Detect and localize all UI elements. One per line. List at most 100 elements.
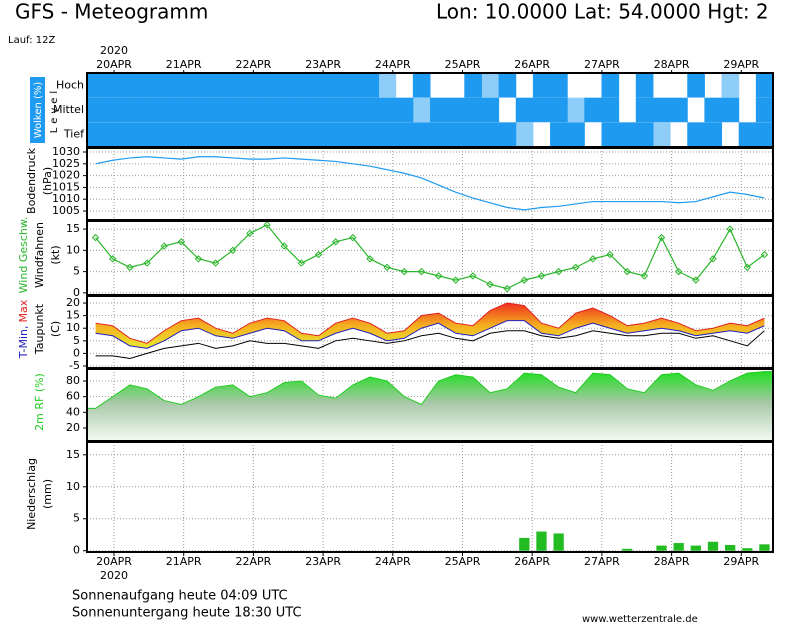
cloud-cell: [738, 122, 757, 147]
y-axis-label-part: Niederschlag: [25, 458, 38, 530]
y-axis-label-part: Windfahnen: [33, 222, 46, 288]
cloud-cell: [533, 122, 551, 147]
cloud-cell: [378, 122, 397, 147]
cloud-cell: [104, 122, 122, 147]
marker: [589, 255, 597, 263]
line: [95, 224, 765, 290]
cloud-cell: [687, 73, 705, 98]
cloud-cell: [652, 97, 671, 123]
marker: [469, 272, 477, 280]
cloud-cell: [327, 97, 345, 123]
y-axis-label-part: Taupunkt: [33, 303, 46, 355]
cloud-cell: [121, 122, 139, 147]
x-label-top: 25APR: [445, 58, 481, 71]
y-axis-label: Taupunkt: [33, 303, 46, 355]
x-label-top: 28APR: [654, 58, 690, 71]
cloud-cell: [309, 122, 328, 147]
cloud-cell: [104, 73, 122, 98]
marker: [692, 276, 700, 284]
cloud-cell: [224, 97, 242, 123]
cloud-cell: [704, 97, 723, 123]
bar: [742, 548, 753, 551]
cloud-cell: [532, 73, 551, 98]
cloud-cell: [635, 122, 654, 147]
cloud-cell: [361, 122, 380, 147]
sunset: Sonnenuntergang heute 18:30 UTC: [72, 606, 302, 621]
cloud-cell: [516, 73, 534, 98]
y-axis-label: Wind Geschw.: [17, 217, 30, 294]
y-tick-label: 1025: [52, 157, 80, 170]
cloud-cell: [275, 122, 294, 147]
y-tick-label: 15: [66, 222, 80, 235]
cloud-cell: [619, 73, 637, 98]
bar: [536, 531, 547, 551]
x-label-bottom: 20APR: [96, 555, 132, 568]
cloud-cell: [87, 97, 105, 123]
cloud-cell: [721, 97, 740, 123]
x-label-bottom: 22APR: [235, 555, 271, 568]
year-top: 2020: [100, 44, 128, 57]
cloud-cell: [498, 73, 517, 98]
y-tick-label: 10: [66, 480, 80, 493]
cloud-cell: [395, 97, 414, 123]
x-label-bottom: 29APR: [723, 555, 759, 568]
y-tick-label: -5: [69, 359, 80, 372]
cloud-cell: [138, 122, 157, 147]
cloud-cell: [395, 122, 414, 147]
cloud-cell: [635, 97, 654, 123]
cloud-cell: [121, 73, 139, 98]
bar: [553, 533, 564, 551]
y-tick-label: 1020: [52, 169, 80, 182]
cloud-cell: [670, 122, 688, 147]
label-box: [30, 77, 45, 143]
cloud-cell: [430, 73, 448, 98]
line: [95, 320, 765, 349]
marker: [109, 255, 117, 263]
cloud-cell: [739, 73, 757, 98]
cloud-cell: [550, 122, 568, 147]
marker: [331, 238, 340, 246]
cloud-cell: [412, 97, 431, 123]
y-axis-label-part: (hPa): [41, 167, 54, 195]
cloud-cell: [670, 73, 688, 98]
x-label-bottom: 26APR: [514, 555, 550, 568]
cloud-cell: [670, 97, 688, 123]
y-tick-label: 5: [73, 334, 80, 347]
cloud-cell: [464, 97, 482, 123]
cloud-cell: [704, 122, 723, 147]
cloud-cell: [601, 97, 620, 123]
cloud-cell: [515, 122, 534, 147]
cloud-cell: [739, 98, 757, 123]
cloud-cell: [344, 97, 362, 123]
cloud-cell: [447, 73, 465, 98]
y-axis-label-part: Bodendruck: [25, 147, 38, 214]
cloud-cell: [172, 122, 191, 147]
cloud-cell: [722, 122, 740, 147]
level-name: Tief: [63, 128, 85, 141]
y-axis-label-part: Wind Geschw.: [17, 217, 30, 294]
y-tick-label: 80: [66, 374, 80, 387]
cloud-cell: [207, 73, 225, 98]
level-label: Level: [49, 87, 60, 133]
cloud-cell: [241, 122, 259, 147]
marker: [554, 267, 563, 276]
y-tick-label: 40: [66, 405, 80, 418]
cloud-cell: [292, 73, 311, 98]
x-label-top: 26APR: [514, 58, 550, 71]
bar: [656, 545, 667, 551]
y-tick-label: 5: [73, 512, 80, 525]
cloud-cell: [584, 97, 602, 123]
y-tick-label: 1015: [52, 180, 80, 193]
marker: [520, 276, 529, 284]
y-tick-label: 20: [66, 296, 80, 309]
run: Lauf: 12Z: [8, 35, 55, 46]
cloud-cell: [481, 73, 500, 98]
cloud-cell: [258, 73, 277, 98]
cloud-cell: [635, 73, 654, 98]
marker: [726, 225, 734, 233]
marker: [709, 255, 717, 263]
marker: [760, 250, 769, 259]
cloud-cell: [584, 122, 602, 147]
x-label-top: 29APR: [723, 58, 759, 71]
cloud-cell: [121, 97, 139, 123]
